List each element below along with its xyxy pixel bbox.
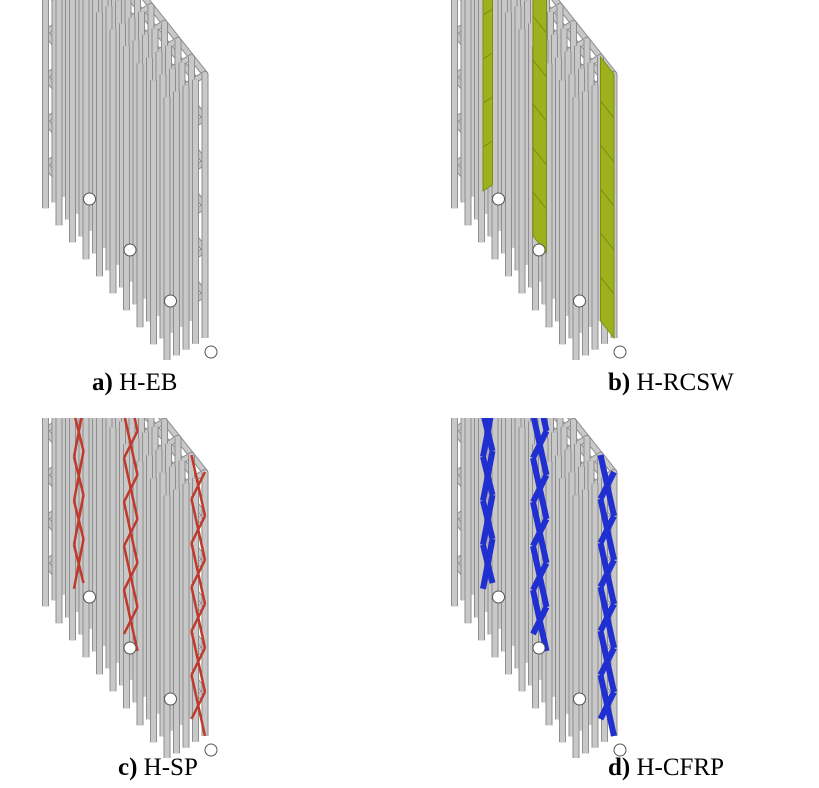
caption-b: b) H-RCSW (608, 369, 734, 397)
diagonal-brace (597, 470, 617, 501)
diagonal-brace (190, 647, 207, 676)
diagonal-brace (597, 558, 617, 589)
diagonal-brace (597, 602, 617, 633)
support-marker (613, 743, 627, 757)
caption-d: d) H-CFRP (608, 754, 724, 782)
diagonal-brace (530, 517, 550, 548)
diagonal-brace (597, 646, 617, 677)
support-marker (83, 590, 96, 604)
diagonal-brace (530, 561, 550, 592)
support-marker (613, 345, 627, 359)
panel-a-model (0, 0, 410, 360)
frame-model (42, 418, 218, 758)
diagonal-brace (133, 418, 139, 432)
frame-model (451, 418, 627, 758)
diagonal-brace (72, 494, 85, 546)
diagonal-brace (480, 494, 496, 546)
caption-d-letter: d) (608, 754, 631, 781)
support-marker (123, 243, 137, 257)
shear-wall-panel (482, 0, 493, 16)
diagonal-brace (122, 562, 139, 591)
diagonal-brace (72, 450, 85, 502)
diagonal-brace (480, 538, 496, 590)
diagonal-brace (597, 514, 617, 545)
shear-wall-panel (482, 96, 493, 148)
caption-d-name: H-CFRP (630, 754, 725, 781)
shear-wall-panel (600, 55, 615, 120)
caption-a: a) H-EB (92, 369, 177, 397)
caption-b-name: H-RCSW (630, 369, 734, 396)
panel-b-model (409, 0, 819, 360)
support-marker (204, 345, 218, 359)
diagonal-brace (530, 605, 550, 636)
diagonal-brace (480, 450, 496, 502)
support-marker (492, 590, 505, 604)
diagonal-brace (597, 690, 617, 721)
support-marker (573, 294, 586, 308)
shear-wall-panel (482, 140, 493, 192)
frame-model (451, 0, 627, 360)
caption-b-letter: b) (608, 369, 631, 396)
caption-c-name: H-SP (137, 754, 198, 781)
diagonal-brace (190, 515, 207, 544)
panel-c-model (0, 418, 410, 758)
diagonal-brace (190, 471, 207, 500)
h-eb-building-model (42, 0, 218, 360)
diagonal-brace (122, 606, 139, 635)
caption-c-letter: c) (118, 754, 138, 781)
support-marker (532, 641, 546, 655)
diagonal-brace (190, 603, 207, 632)
diagonal-brace (72, 538, 85, 590)
support-marker (164, 294, 177, 308)
caption-c: c) H-SP (118, 754, 198, 782)
diagonal-brace (530, 473, 550, 504)
h-cfrp-building-model (451, 418, 627, 758)
support-marker (123, 641, 137, 655)
diagonal-brace (190, 691, 207, 720)
diagonal-brace (72, 418, 83, 458)
diagonal-brace (122, 518, 139, 547)
caption-a-letter: a) (92, 369, 113, 396)
diagonal-brace (530, 429, 550, 460)
support-marker (83, 192, 96, 206)
h-sp-building-model (42, 418, 218, 758)
panel-d-model (409, 418, 819, 758)
frame-model (42, 0, 218, 360)
support-marker (532, 243, 546, 257)
support-marker (164, 692, 177, 706)
support-marker (492, 192, 505, 206)
support-marker (204, 743, 218, 757)
shear-wall-panel (532, 0, 547, 35)
diagonal-brace (122, 474, 139, 503)
shear-wall-panel (482, 52, 493, 104)
h-rcsw-building-model (451, 0, 627, 360)
diagonal-brace (190, 559, 207, 588)
diagonal-brace (480, 418, 494, 458)
shear-wall-panel (482, 8, 493, 60)
caption-a-name: H-EB (112, 369, 178, 396)
diagonal-brace (122, 430, 139, 459)
diagonal-brace (540, 418, 550, 432)
support-marker (573, 692, 586, 706)
